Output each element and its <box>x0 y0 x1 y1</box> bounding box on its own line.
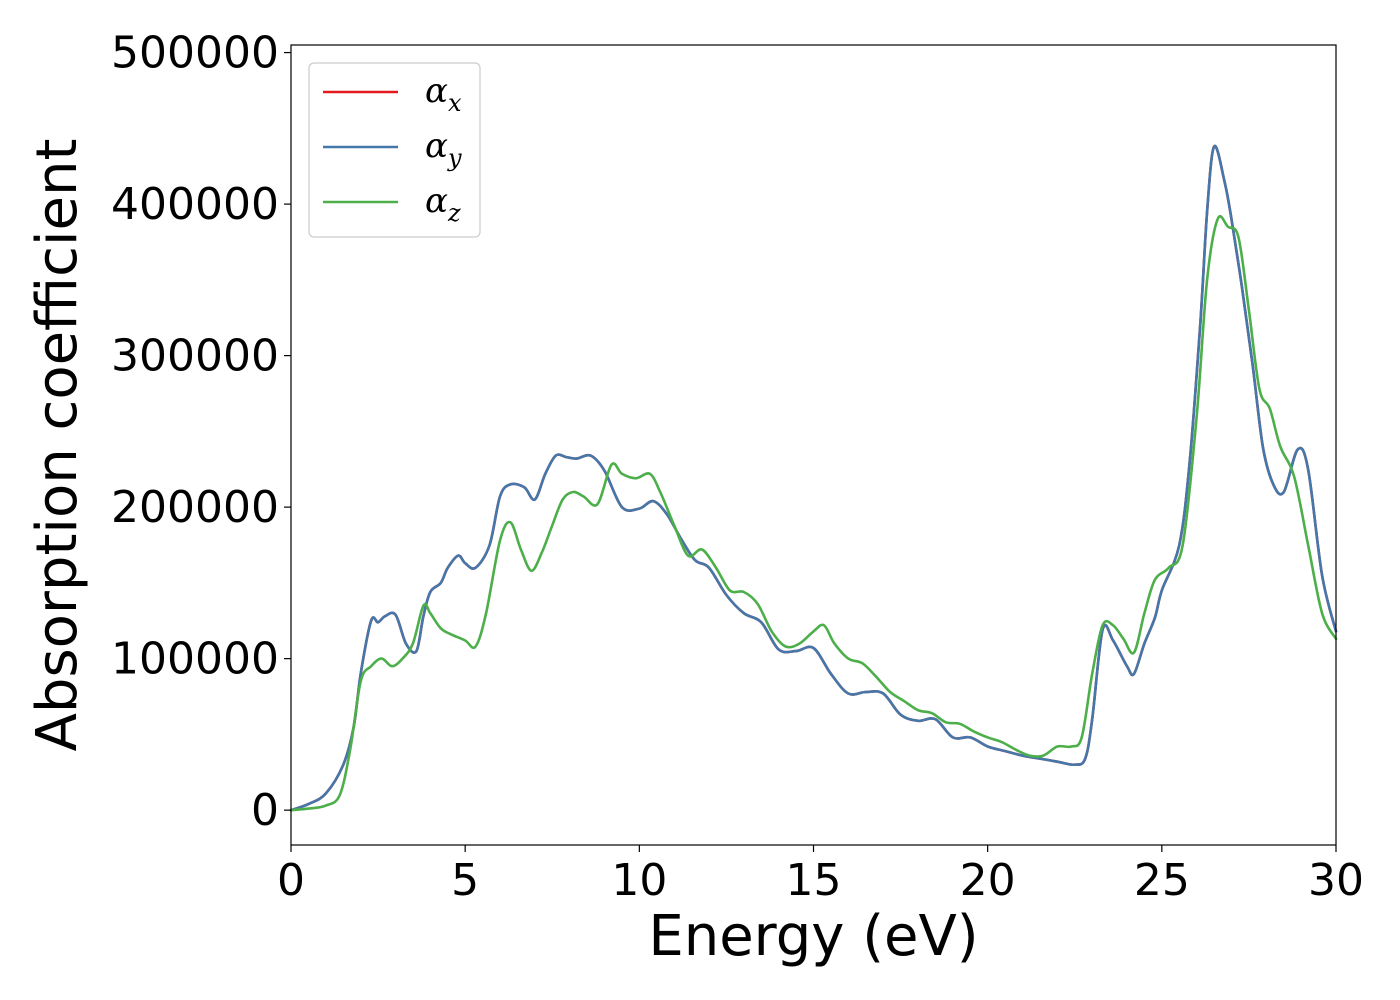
legend-label-subscript: x <box>448 89 462 117</box>
legend-label: αx <box>425 71 462 117</box>
x-tick-label: 15 <box>786 855 842 906</box>
y-tick-label: 100000 <box>111 634 279 685</box>
y-tick-label: 0 <box>251 785 279 836</box>
legend-label-symbol: α <box>425 71 448 111</box>
x-tick-label: 20 <box>960 855 1016 906</box>
series-line-α-x <box>289 144 1338 812</box>
x-axis: 0 5 10 15 20 25 30 <box>277 845 1364 906</box>
legend-label: αz <box>425 181 461 227</box>
y-tick-label: 500000 <box>111 28 279 79</box>
series-line-α-y <box>289 144 1338 812</box>
legend-label-subscript: y <box>447 144 462 172</box>
series-layer <box>289 144 1338 812</box>
x-tick-label: 10 <box>611 855 667 906</box>
y-tick-label: 400000 <box>111 179 279 230</box>
y-axis: 0 100000 200000 300000 400000 500000 <box>111 28 291 836</box>
legend-label-symbol: α <box>425 126 448 166</box>
x-tick-label: 5 <box>451 855 479 906</box>
x-axis-title: Energy (eV) <box>648 904 978 969</box>
legend-box <box>308 62 481 238</box>
series-line-α-z <box>289 214 1338 812</box>
x-tick-label: 30 <box>1308 855 1364 906</box>
legend-label-subscript: z <box>447 199 461 227</box>
y-axis-title: Absorption coefficient <box>25 139 90 752</box>
y-tick-label: 200000 <box>111 482 279 533</box>
legend-label-symbol: α <box>425 181 448 221</box>
x-tick-label: 25 <box>1134 855 1190 906</box>
legend-label: αy <box>425 126 462 172</box>
y-tick-label: 300000 <box>111 331 279 382</box>
x-tick-label: 0 <box>277 855 305 906</box>
